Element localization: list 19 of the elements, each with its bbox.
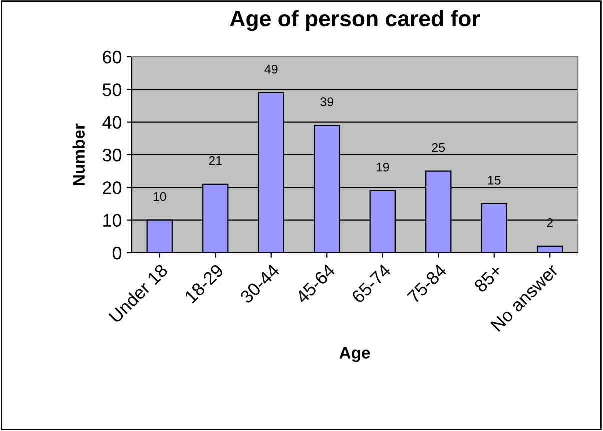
y-axis-title: Number: [72, 124, 86, 186]
data-label: 49: [264, 64, 278, 74]
data-label: 19: [376, 162, 390, 172]
data-label: 25: [432, 143, 446, 152]
chart-title: Age of person cared for: [230, 10, 480, 32]
y-tick-label: 0: [112, 246, 122, 260]
y-tick-label: 10: [104, 214, 122, 228]
data-label: 15: [488, 176, 501, 185]
y-tick-label: 30: [102, 148, 122, 162]
data-label: 10: [154, 192, 166, 202]
y-tick-label: 50: [102, 84, 122, 96]
data-label: 39: [320, 98, 334, 106]
x-tick-label: 85+: [474, 264, 504, 294]
x-axis-title: Age: [340, 347, 370, 362]
y-tick-label: 60: [103, 50, 122, 64]
data-label: 2: [547, 218, 553, 228]
y-tick-label: 20: [103, 182, 122, 194]
y-tick-label: 40: [102, 116, 122, 130]
data-label: 21: [209, 156, 222, 166]
